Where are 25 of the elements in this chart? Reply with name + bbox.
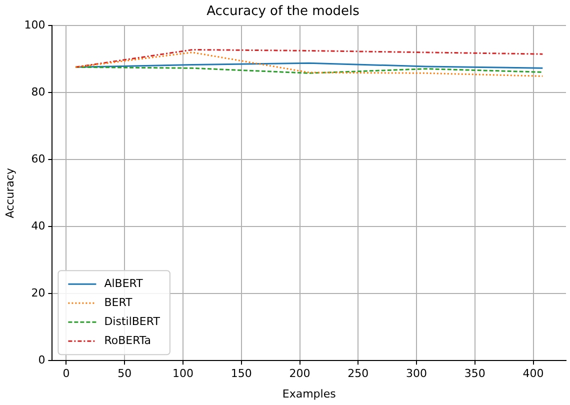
legend-label: AlBERT (104, 276, 144, 290)
x-tick-label: 50 (118, 367, 132, 380)
legend-label: BERT (104, 296, 133, 309)
x-tick-label: 150 (230, 367, 252, 380)
line-series (74, 48, 544, 68)
line-series (74, 66, 544, 74)
legend-label: DistilBERT (104, 314, 160, 328)
y-tick-label: 40 (31, 219, 46, 232)
y-tick-label: 100 (24, 18, 46, 32)
x-tick-label: 200 (289, 367, 310, 380)
legend-label: RoBERTa (104, 334, 152, 347)
y-tick-label: 80 (31, 85, 46, 98)
x-tick-label: 250 (348, 367, 369, 380)
x-tick-label: 0 (62, 367, 70, 380)
y-tick-label: 60 (31, 152, 46, 166)
y-tick-label: 20 (31, 286, 46, 300)
x-tick-label: 300 (406, 367, 428, 380)
x-axis-title: Examples (282, 387, 336, 400)
x-tick-label: 350 (464, 367, 486, 380)
y-tick-label: 0 (38, 353, 46, 366)
x-tick-label: 100 (172, 367, 194, 380)
line-series (74, 52, 544, 77)
chart-title: Accuracy of the models (206, 4, 360, 20)
y-axis-title: Accuracy (3, 168, 16, 218)
x-tick-label: 400 (522, 367, 544, 380)
